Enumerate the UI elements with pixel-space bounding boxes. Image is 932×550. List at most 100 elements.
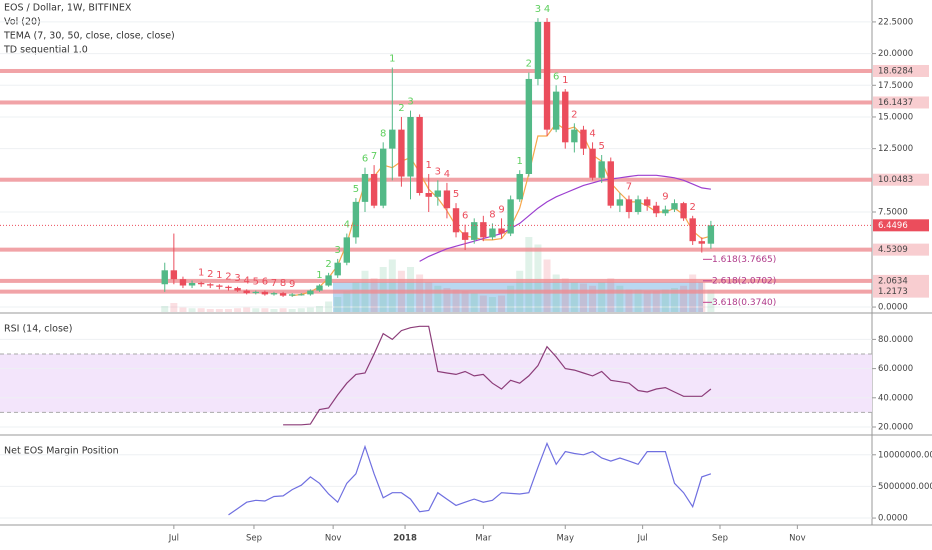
candle-body bbox=[343, 237, 350, 263]
volume-bar bbox=[561, 278, 569, 312]
candle-body bbox=[653, 205, 660, 214]
td-label: 1 bbox=[198, 268, 204, 279]
level-label: 10.0483 bbox=[878, 175, 913, 185]
y-tick-label: 80.0000 bbox=[878, 335, 913, 345]
y-tick-label: 0.0000 bbox=[878, 514, 908, 524]
candle-body bbox=[234, 288, 241, 291]
x-tick-label: Jul bbox=[168, 534, 179, 544]
level-line bbox=[0, 100, 872, 105]
series-line bbox=[419, 174, 711, 262]
volume-bar bbox=[379, 267, 387, 312]
level-line bbox=[0, 177, 872, 182]
volume-bar bbox=[270, 309, 278, 312]
candle-body bbox=[270, 293, 278, 295]
legend-entry: TD sequential 1.0 bbox=[3, 45, 88, 56]
level-label: 2.0634 bbox=[878, 276, 908, 286]
candle-body bbox=[261, 291, 269, 295]
td-label: 1 bbox=[517, 156, 523, 167]
volume-bar bbox=[261, 308, 269, 312]
fib-label: 3.618(0.3740) bbox=[712, 298, 776, 308]
candle-body bbox=[416, 116, 423, 194]
td-label: 7 bbox=[626, 182, 632, 193]
candle-body bbox=[580, 129, 587, 149]
candle-body bbox=[334, 262, 341, 276]
volume-bar bbox=[370, 278, 378, 312]
candle-body bbox=[662, 209, 669, 214]
candle-body bbox=[207, 284, 214, 286]
candle-body bbox=[170, 270, 178, 280]
candle-body bbox=[498, 228, 505, 234]
td-label: 1 bbox=[562, 75, 568, 86]
volume-bar bbox=[343, 291, 351, 312]
level-tag bbox=[873, 173, 929, 186]
legend-entry: TEMA (7, 30, 50, close, close, close) bbox=[3, 31, 175, 42]
candle-body bbox=[216, 285, 223, 287]
td-label: 6 bbox=[553, 71, 559, 82]
candle-body bbox=[689, 218, 696, 242]
candle-body bbox=[425, 193, 432, 197]
volume-bar bbox=[243, 307, 251, 312]
volume-bar bbox=[434, 285, 442, 312]
panel-title: Net EOS Margin Position bbox=[4, 446, 119, 457]
volume-bar bbox=[680, 285, 688, 312]
level-tag bbox=[873, 96, 929, 109]
td-label: 5 bbox=[353, 184, 359, 195]
candle-body bbox=[434, 190, 442, 197]
y-tick-label: 20.0000 bbox=[878, 422, 913, 432]
td-label: 7 bbox=[371, 151, 377, 162]
y-tick-label: 10000000.0000 bbox=[878, 450, 932, 460]
candle-body bbox=[489, 228, 496, 238]
volume-bar bbox=[634, 289, 642, 312]
volume-bar bbox=[488, 297, 496, 312]
series-line bbox=[228, 441, 712, 516]
last-price-tag bbox=[873, 219, 929, 232]
volume-bar bbox=[297, 308, 305, 312]
td-label: 2 bbox=[571, 109, 577, 120]
candle-body bbox=[571, 129, 578, 143]
x-tick-label: Sep bbox=[246, 534, 262, 544]
candle-body bbox=[707, 225, 715, 244]
volume-bar bbox=[461, 291, 469, 312]
candle-body bbox=[197, 282, 205, 285]
candle-body bbox=[616, 199, 624, 206]
candle-body bbox=[643, 199, 651, 206]
level-line bbox=[0, 278, 872, 283]
td-label: 4 bbox=[344, 220, 350, 231]
td-label: 9 bbox=[289, 279, 295, 290]
candle-body bbox=[525, 78, 533, 174]
volume-bar bbox=[452, 289, 460, 312]
candle-body bbox=[516, 173, 523, 200]
volume-bar bbox=[388, 259, 396, 312]
y-tick-label: 17.5000 bbox=[878, 81, 913, 91]
candle-body bbox=[225, 286, 232, 289]
td-label: 9 bbox=[662, 192, 668, 203]
candle-body bbox=[552, 91, 560, 130]
level-tag bbox=[873, 274, 929, 287]
volume-bar bbox=[288, 309, 296, 312]
volume-bar bbox=[279, 308, 287, 312]
volume-bar bbox=[589, 285, 597, 312]
volume-bar bbox=[498, 295, 506, 312]
volume-bar bbox=[470, 293, 478, 312]
candle-body bbox=[589, 148, 596, 178]
td-label: 5 bbox=[453, 189, 459, 200]
x-tick-label: Jul bbox=[636, 534, 647, 544]
level-line bbox=[0, 289, 872, 294]
candle-body bbox=[325, 275, 332, 286]
y-tick-label: 60.0000 bbox=[878, 364, 913, 374]
volume-bar bbox=[234, 308, 242, 312]
td-label: 4 bbox=[544, 4, 550, 15]
candle-body bbox=[298, 294, 305, 296]
td-label: 2 bbox=[526, 59, 532, 70]
volume-bar bbox=[325, 301, 333, 312]
candle-body bbox=[698, 241, 705, 244]
candle-body bbox=[279, 293, 287, 296]
candle-body bbox=[443, 190, 451, 209]
candle-body bbox=[562, 91, 569, 143]
td-label: 5 bbox=[598, 141, 604, 152]
volume-bar bbox=[616, 285, 624, 312]
y-tick-label: 5000000.0000 bbox=[878, 482, 932, 492]
candle-body bbox=[161, 270, 168, 285]
